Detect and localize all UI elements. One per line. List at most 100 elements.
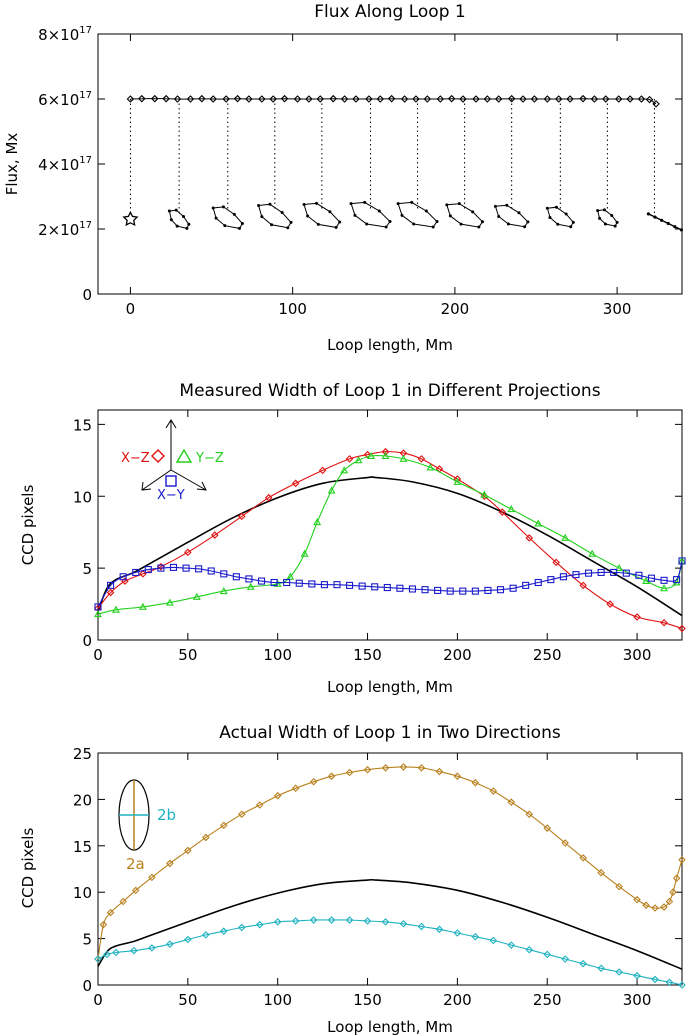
cross-section-point xyxy=(260,215,264,219)
actual-ytick-label: 10 xyxy=(73,884,92,902)
total-flux-marker xyxy=(151,94,159,103)
cross-section-outline xyxy=(397,201,438,228)
cross-section-point xyxy=(270,223,274,227)
cross-section-point xyxy=(302,203,306,207)
measured-axis-ticks: 0 50 100 150 200 250 300 0 5 10 15 xyxy=(73,410,682,664)
flux-panel: Flux Along Loop 1 0 100 200 300 0 2×1017 4×101… xyxy=(3,2,684,354)
cross-section-point xyxy=(523,225,527,229)
total-flux-marker xyxy=(162,94,170,103)
measured-series-y-z-marker xyxy=(340,466,349,474)
cross-section-point xyxy=(602,208,606,212)
cross-section-outline xyxy=(494,204,529,228)
cross-section-point xyxy=(167,209,171,213)
measured-series-x-y-marker xyxy=(270,578,278,587)
cross-section-outline xyxy=(350,201,391,228)
total-flux-marker xyxy=(340,95,349,103)
cross-section-outline xyxy=(303,202,341,228)
actual-series-2b-marker xyxy=(399,919,408,928)
actual-series-2b-marker xyxy=(471,932,480,941)
cross-section-point xyxy=(175,224,179,228)
measured-series-x-z-marker xyxy=(417,455,426,463)
cross-section-point xyxy=(610,214,614,218)
cross-section-point xyxy=(424,209,428,213)
cross-section-point xyxy=(181,215,185,219)
actual-series-2b-marker xyxy=(220,927,228,935)
actual-width-panel: Actual Width of Loop 1 in Two Directions… xyxy=(19,723,686,1036)
actual-series-2a-marker xyxy=(435,767,444,776)
actual-series-2a-marker xyxy=(363,765,372,774)
actual-series-2a-marker xyxy=(471,778,480,787)
actual-series-2b-marker xyxy=(148,944,156,952)
flux-xlabel: Loop length, Mm xyxy=(327,336,453,354)
total-flux-marker xyxy=(652,100,660,108)
measured-plot-frame xyxy=(97,409,683,641)
actual-series-2a-marker xyxy=(237,810,246,819)
cross-section-point xyxy=(214,216,218,220)
cross-section-point xyxy=(660,218,664,222)
total-flux-line xyxy=(130,98,657,105)
measured-series-x-y-marker xyxy=(572,571,580,579)
measured-xtick-label: 100 xyxy=(263,646,292,664)
actual-series-2b-marker xyxy=(166,940,174,948)
actual-title: Actual Width of Loop 1 in Two Directions xyxy=(219,723,561,743)
actual-series-2a-marker xyxy=(202,833,210,842)
legend-xz-label: X−Z xyxy=(121,451,150,466)
total-flux-marker xyxy=(554,95,563,103)
measured-series-x-y-marker xyxy=(446,587,454,595)
flux-ytick-label: 8×1017 xyxy=(38,25,92,44)
total-flux-marker xyxy=(209,95,217,103)
cross-section-point xyxy=(615,220,619,224)
cross-section-point xyxy=(384,225,388,229)
actual-series-2a-marker xyxy=(131,886,140,895)
cross-section-point xyxy=(286,226,290,230)
cross-section-point xyxy=(505,203,509,207)
actual-series-2b-marker xyxy=(103,950,111,959)
actual-series-2b-marker xyxy=(435,925,444,934)
measured-series-x-y-marker xyxy=(182,564,190,572)
measured-series-y-z-marker xyxy=(192,592,201,600)
measured-series-y-z-marker xyxy=(313,517,322,526)
cross-section-point xyxy=(603,222,607,226)
measured-xtick-label: 250 xyxy=(533,646,562,664)
total-flux-marker xyxy=(423,95,432,103)
actual-series-2b-marker xyxy=(130,946,138,955)
measured-series-y-z-marker xyxy=(453,477,462,485)
actual-series-2a-marker xyxy=(291,784,300,793)
cross-section-point xyxy=(363,200,367,204)
cross-section-point xyxy=(517,211,521,215)
measured-series-x-y-marker xyxy=(308,580,316,588)
measured-series-x-z-marker xyxy=(291,479,300,488)
actual-series-2a-marker xyxy=(148,873,156,882)
actual-series-2b-marker xyxy=(327,916,336,924)
actual-series-2a-marker xyxy=(273,791,282,800)
actual-series-2b-marker xyxy=(255,920,264,929)
actual-series-2b-marker xyxy=(651,975,659,984)
flux-ylabel: Flux, Mx xyxy=(3,133,21,196)
total-flux-marker xyxy=(626,95,634,103)
actual-series-2a-marker xyxy=(525,810,534,819)
total-flux-marker xyxy=(601,95,610,103)
measured-series-x-y-marker xyxy=(207,567,215,575)
total-flux-marker xyxy=(472,95,480,103)
actual-series-2a-marker xyxy=(597,868,605,877)
measured-series-x-y-marker xyxy=(496,586,505,594)
measured-ytick-label: 0 xyxy=(82,632,92,650)
total-flux-marker xyxy=(543,95,552,103)
total-flux-marker xyxy=(293,95,302,103)
actual-series-2b-marker xyxy=(525,945,534,954)
measured-series-x-y-marker xyxy=(295,579,303,587)
cross-section-point xyxy=(412,222,416,226)
legend-xy-marker xyxy=(165,475,177,487)
cross-section-point xyxy=(174,208,178,212)
measured-series-x-y-marker xyxy=(421,586,429,594)
total-flux-marker xyxy=(126,95,135,103)
cross-section-legend: 2b 2a xyxy=(118,779,176,873)
measured-xtick-label: 300 xyxy=(623,646,652,664)
actual-series-2b-marker xyxy=(579,959,587,968)
measured-series-x-y-marker xyxy=(346,581,354,589)
measured-series-x-z-marker xyxy=(363,450,372,459)
cross-section-point xyxy=(328,210,332,214)
cross-section-point xyxy=(431,225,435,229)
measured-xtick-label: 0 xyxy=(93,646,103,664)
measured-series-x-y-marker xyxy=(371,583,379,591)
